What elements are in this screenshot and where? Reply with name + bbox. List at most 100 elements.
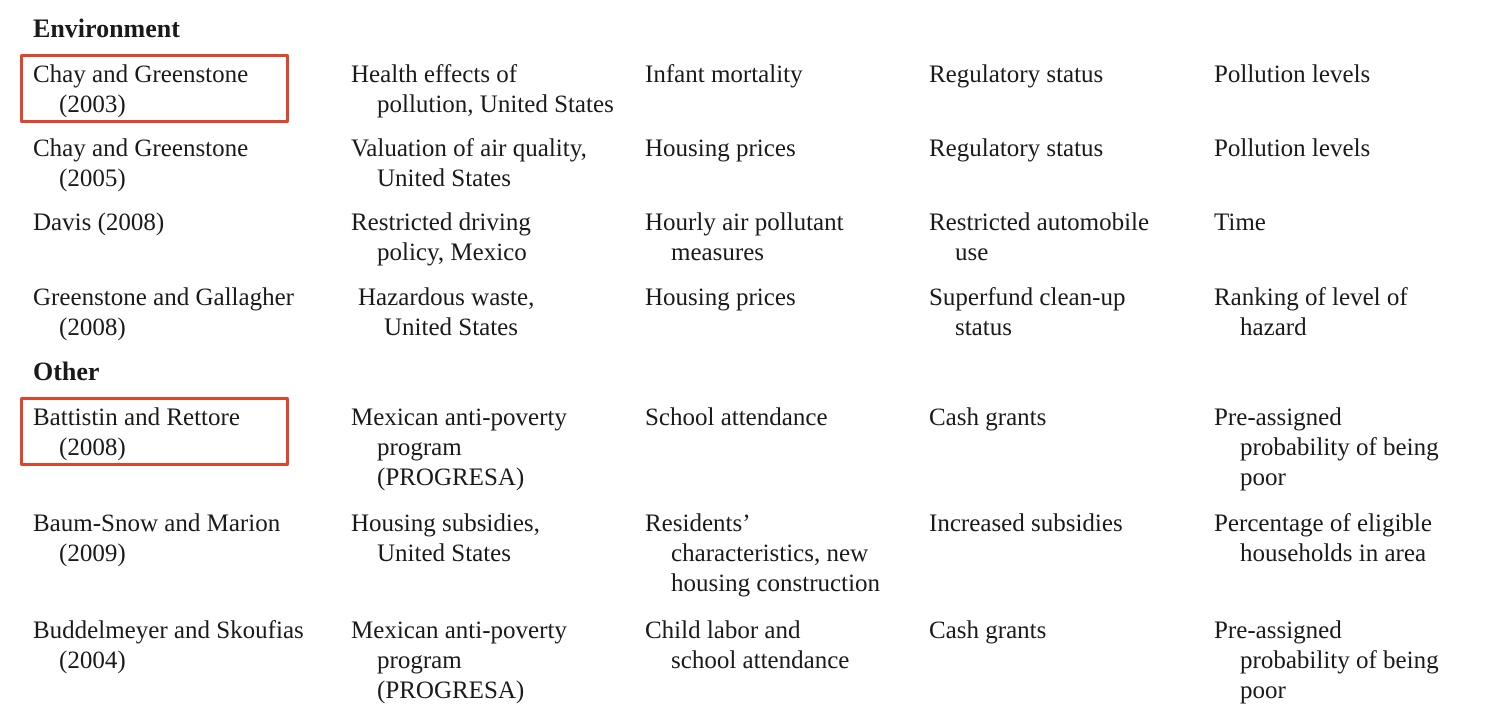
cell-line: (PROGRESA) — [377, 677, 525, 704]
outcome-cell: Hourly air pollutant measures — [645, 208, 844, 268]
cell-line: Housing subsidies, — [351, 510, 540, 537]
treatment-cell: Cash grants — [929, 403, 1046, 433]
cell-line: Hazardous waste, — [358, 284, 535, 311]
outcome-cell: Housing prices — [645, 283, 796, 313]
cell-line: characteristics, new — [671, 540, 869, 567]
study-cell: Chay and Greenstone (2003) — [33, 60, 248, 120]
cell-line: Regulatory status — [929, 61, 1104, 88]
cell-line: policy, Mexico — [377, 239, 527, 266]
cell-line: Time — [1214, 209, 1266, 236]
cell-line: Pre-assigned — [1214, 404, 1342, 431]
cell-line: Pollution levels — [1214, 135, 1371, 162]
cell-line: Battistin and Rettore — [33, 404, 240, 431]
cell-line: Valuation of air quality, — [351, 135, 587, 162]
cell-line: Child labor and — [645, 617, 801, 644]
cell-line: probability of being — [1240, 647, 1439, 674]
setting-cell: Housing subsidies, United States — [351, 509, 540, 569]
study-cell: Chay and Greenstone (2005) — [33, 134, 248, 194]
section-header: Environment — [33, 14, 180, 43]
cell-line: Ranking of level of — [1214, 284, 1408, 311]
running-variable-cell: Percentage of eligible households in area — [1214, 509, 1432, 569]
outcome-cell: Housing prices — [645, 134, 796, 164]
setting-cell: Restricted driving policy, Mexico — [351, 208, 531, 268]
study-cell: Battistin and Rettore (2008) — [33, 403, 240, 463]
cell-line: Superfund clean-up — [929, 284, 1126, 311]
cell-line: (2005) — [59, 165, 126, 192]
cell-line: Pollution levels — [1214, 61, 1371, 88]
treatment-cell: Regulatory status — [929, 60, 1103, 90]
running-variable-cell: Ranking of level of hazard — [1214, 283, 1408, 343]
cell-line: Restricted driving — [351, 209, 531, 236]
cell-line: Increased subsidies — [929, 510, 1123, 537]
cell-line: Regulatory status — [929, 135, 1104, 162]
cell-line: Housing prices — [645, 284, 796, 311]
cell-line: program — [377, 434, 462, 461]
cell-line: poor — [1240, 677, 1286, 704]
setting-cell: Mexican anti-poverty program (PROGRESA) — [351, 616, 567, 706]
highlight-box — [20, 54, 289, 123]
cell-line: households in area — [1240, 540, 1427, 567]
cell-line: Buddelmeyer and Skoufias — [33, 617, 304, 644]
cell-line: United States — [377, 165, 512, 192]
cell-line: Pre-assigned — [1214, 617, 1342, 644]
cell-line: school attendance — [671, 647, 850, 674]
study-cell: Davis (2008) — [33, 208, 164, 238]
treatment-cell: Regulatory status — [929, 134, 1103, 164]
treatment-cell: Increased subsidies — [929, 509, 1123, 539]
cell-line: use — [955, 239, 989, 266]
highlight-box — [20, 397, 289, 466]
cell-line: status — [955, 314, 1012, 341]
cell-line: program — [377, 647, 462, 674]
cell-line: poor — [1240, 464, 1286, 491]
cell-line: Infant mortality — [645, 61, 803, 88]
running-variable-cell: Pre-assigned probability of being poor — [1214, 403, 1439, 493]
outcome-cell: Residents’ characteristics, new housing co… — [645, 509, 880, 599]
cell-line: Mexican anti-poverty — [351, 617, 567, 644]
setting-cell: Mexican anti-poverty program (PROGRESA) — [351, 403, 567, 493]
cell-line: Chay and Greenstone — [33, 135, 249, 162]
cell-line: Percentage of eligible — [1214, 510, 1432, 537]
cell-line: housing construction — [671, 570, 881, 597]
cell-line: (PROGRESA) — [377, 464, 525, 491]
outcome-cell: Infant mortality — [645, 60, 803, 90]
cell-line: Restricted automobile — [929, 209, 1150, 236]
outcome-cell: Child labor and school attendance — [645, 616, 849, 676]
cell-line: Mexican anti-poverty — [351, 404, 567, 431]
cell-line: probability of being — [1240, 434, 1439, 461]
cell-line: Greenstone and Gallagher — [33, 284, 294, 311]
treatment-cell: Restricted automobile use — [929, 208, 1149, 268]
setting-cell: Health effects of pollution, United State… — [351, 60, 614, 120]
cell-line: Cash grants — [929, 404, 1047, 431]
cell-line: (2008) — [59, 314, 126, 341]
running-variable-cell: Pollution levels — [1214, 134, 1370, 164]
cell-line: Hourly air pollutant — [645, 209, 844, 236]
outcome-cell: School attendance — [645, 403, 828, 433]
cell-line: School attendance — [645, 404, 828, 431]
cell-line: measures — [671, 239, 765, 266]
running-variable-cell: Time — [1214, 208, 1266, 238]
cell-line: Health effects of — [351, 61, 518, 88]
study-cell: Buddelmeyer and Skoufias (2004) — [33, 616, 304, 676]
cell-line: Baum-Snow and Marion — [33, 510, 281, 537]
setting-cell: Hazardous waste, United States — [358, 283, 534, 343]
cell-line: hazard — [1240, 314, 1307, 341]
cell-line: (2003) — [59, 91, 126, 118]
treatment-cell: Cash grants — [929, 616, 1046, 646]
cell-line: Housing prices — [645, 135, 796, 162]
study-cell: Greenstone and Gallagher (2008) — [33, 283, 294, 343]
cell-line: United States — [384, 314, 519, 341]
section-header: Other — [33, 357, 100, 386]
treatment-cell: Superfund clean-up status — [929, 283, 1125, 343]
cell-line: pollution, United States — [377, 91, 614, 118]
cell-line: Chay and Greenstone — [33, 61, 249, 88]
cell-line: Davis (2008) — [33, 209, 165, 236]
cell-line: (2008) — [59, 434, 126, 461]
setting-cell: Valuation of air quality, United States — [351, 134, 587, 194]
cell-line: United States — [377, 540, 512, 567]
cell-line: Cash grants — [929, 617, 1047, 644]
cell-line: (2009) — [59, 540, 126, 567]
cell-line: (2004) — [59, 647, 126, 674]
cell-line: Residents’ — [645, 510, 751, 537]
study-cell: Baum-Snow and Marion (2009) — [33, 509, 280, 569]
